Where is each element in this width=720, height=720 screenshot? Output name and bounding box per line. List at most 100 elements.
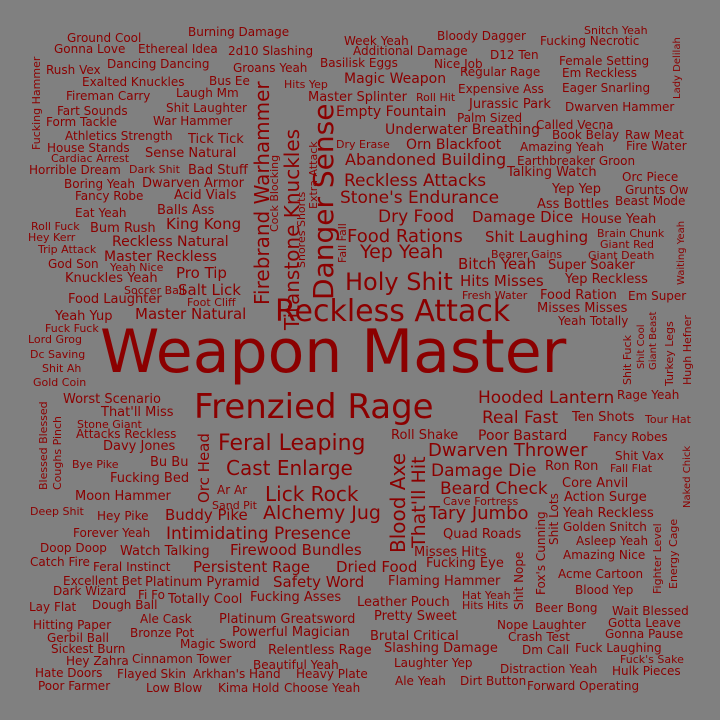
word-yeah-reckless: Yeah Reckless — [563, 506, 654, 521]
word-shit-ah: Shit Ah — [42, 362, 82, 375]
word-hits-hits: Hits Hits — [462, 599, 509, 612]
word-that-ll-miss: That'll Miss — [101, 405, 174, 420]
word-feral-instinct: Feral Instinct — [93, 560, 171, 574]
word-worst-scenario: Worst Scenario — [63, 392, 161, 407]
word-hey-kerr: Hey Kerr — [28, 231, 76, 244]
word-giant-death: Giant Death — [588, 249, 655, 262]
word-bye-pike: Bye Pike — [72, 458, 119, 471]
word-arkhan-s-hand: Arkhan's Hand — [193, 667, 281, 681]
word-acid-vials: Acid Vials — [174, 188, 237, 203]
word-gerbil-ball: Gerbil Ball — [47, 631, 109, 645]
word-exalted-knuckles: Exalted Knuckles — [82, 75, 185, 89]
word-damage-dice: Damage Dice — [472, 208, 574, 226]
word-amazing-nice: Amazing Nice — [563, 548, 646, 562]
word-god-son: God Son — [48, 257, 99, 271]
word-lord-grog: Lord Grog — [28, 333, 82, 346]
word-extra-attack: Extra Attack — [307, 141, 320, 209]
word-bronze-pot: Bronze Pot — [130, 626, 195, 640]
word-week-yeah: Week Yeah — [344, 34, 409, 48]
word-pretty-sweet: Pretty Sweet — [374, 609, 457, 624]
word-quad-roads: Quad Roads — [443, 527, 522, 542]
word-totally-cool: Totally Cool — [168, 592, 243, 607]
word-fi-fo: Fi Fo — [138, 588, 165, 602]
word-house-yeah: House Yeah — [581, 212, 657, 227]
word-ten-shots: Ten Shots — [572, 410, 635, 425]
word-ar-ar: Ar Ar — [217, 483, 248, 497]
word-fucking-asses: Fucking Asses — [250, 590, 342, 605]
word-roll-fuck: Roll Fuck — [31, 220, 80, 233]
word-damage-die: Damage Die — [431, 461, 537, 481]
word-foot-cliff: Foot Cliff — [187, 296, 236, 309]
word-platinum-greatsword: Platinum Greatsword — [219, 612, 356, 627]
word-groans-yeah: Groans Yeah — [233, 61, 308, 75]
word-roll-shake: Roll Shake — [391, 428, 459, 443]
word-em-reckless: Em Reckless — [562, 66, 638, 80]
word-pro-tip: Pro Tip — [176, 264, 227, 282]
word-moon-hammer: Moon Hammer — [75, 489, 171, 504]
word-dark-wizard: Dark Wizard — [53, 584, 127, 598]
word-fancy-robes: Fancy Robes — [593, 430, 668, 444]
word-hey-zahra: Hey Zahra — [66, 654, 129, 668]
word-magic-sword: Magic Sword — [180, 637, 257, 651]
word-grunts-ow: Grunts Ow — [625, 183, 689, 197]
word-cave-fortress: Cave Fortress — [443, 495, 519, 508]
word-stone-giant: Stone Giant — [77, 418, 142, 431]
word-holy-shit: Holy Shit — [345, 268, 453, 296]
word-d12-ten: D12 Ten — [490, 48, 539, 62]
word-basilisk-eggs: Basilisk Eggs — [320, 56, 398, 70]
word-yeah-nice: Yeah Nice — [110, 261, 164, 274]
word-blessed-blessed: Blessed Blessed — [37, 401, 50, 490]
word-shit-laughter: Shit Laughter — [166, 101, 247, 115]
word-orn-blackfoot: Orn Blackfoot — [406, 137, 502, 153]
word-super-soaker: Super Soaker — [548, 258, 635, 273]
word-naked-chick: Naked Chick — [682, 445, 693, 508]
word-dirt-button: Dirt Button — [460, 674, 527, 688]
word-leather-pouch: Leather Pouch — [357, 595, 450, 610]
word-excellent-bet: Excellent Bet — [63, 574, 142, 588]
word-forward-operating: Forward Operating — [527, 679, 640, 693]
word-king-kong: King Kong — [166, 215, 242, 233]
word-gonna-pause: Gonna Pause — [605, 627, 684, 641]
word-low-blow: Low Blow — [146, 681, 203, 695]
word-horrible-dream: Horrible Dream — [29, 163, 121, 177]
word-deep-shit: Deep Shit — [30, 505, 84, 518]
word-slashing-damage: Slashing Damage — [384, 641, 498, 656]
word-dancing-dancing: Dancing Dancing — [107, 57, 210, 71]
word-dwarven-armor: Dwarven Armor — [142, 176, 244, 191]
word-alchemy-jug: Alchemy Jug — [263, 502, 381, 524]
word-cast-enlarge: Cast Enlarge — [226, 456, 353, 480]
word-real-fast: Real Fast — [482, 408, 559, 428]
word-dwarven-thrower: Dwarven Thrower — [428, 440, 588, 461]
word-sickest-burn: Sickest Burn — [51, 642, 126, 656]
word-knuckles-yeah: Knuckles Yeah — [65, 271, 158, 286]
word-balls-ass: Balls Ass — [157, 203, 215, 218]
word-asleep-yeah: Asleep Yeah — [576, 534, 649, 548]
word-bloody-dagger: Bloody Dagger — [437, 29, 526, 43]
word-fox-s-cunning: Fox's Cunning — [534, 511, 548, 595]
word-that-ll-hit: That'll Hit — [408, 456, 430, 548]
word-palm-sized: Palm Sized — [457, 111, 523, 125]
word-attacks-reckless: Attacks Reckless — [76, 427, 177, 441]
word-gold-coin: Gold Coin — [33, 376, 87, 389]
word-roll-hit: Roll Hit — [416, 91, 456, 104]
word-master-natural: Master Natural — [135, 305, 247, 323]
word-empty-fountain: Empty Fountain — [336, 104, 447, 120]
word-davy-jones: Davy Jones — [103, 439, 176, 454]
word-beautiful-yeah: Beautiful Yeah — [253, 658, 339, 672]
word-form-tackle: Form Tackle — [46, 115, 118, 129]
word-dry-erase: Dry Erase — [336, 138, 390, 151]
word-poor-bastard: Poor Bastard — [478, 428, 568, 444]
word-yep-yep: Yep Yep — [552, 182, 602, 197]
word-yeah-totally: Yeah Totally — [558, 314, 629, 328]
word-nope-laughter: Nope Laughter — [497, 618, 587, 632]
word-weapon-master: Weapon Master — [100, 317, 567, 387]
word-yep-reckless: Yep Reckless — [565, 272, 648, 287]
word-bitch-yeah: Bitch Yeah — [458, 255, 536, 273]
word-talking-watch: Talking Watch — [507, 165, 597, 180]
word-expensive-ass: Expensive Ass — [458, 82, 544, 96]
word-ass-bottles: Ass Bottles — [537, 197, 610, 212]
word-misses-misses: Misses Misses — [537, 301, 628, 316]
word-bearer-gains: Bearer Gains — [491, 248, 563, 261]
word-bu-bu: Bu Bu — [150, 455, 189, 470]
